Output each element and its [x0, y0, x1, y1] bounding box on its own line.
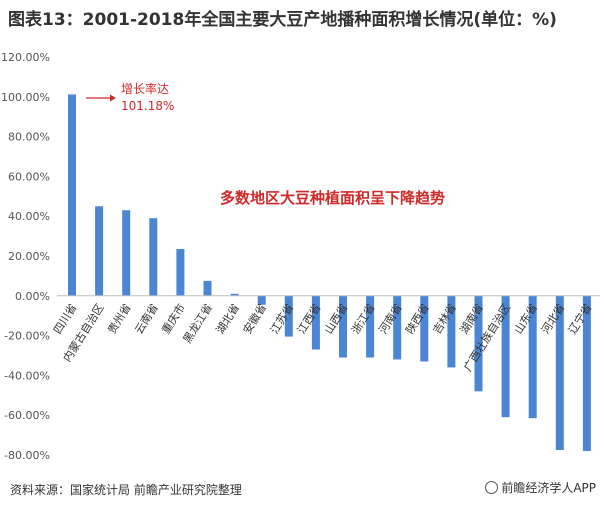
bar-6	[203, 280, 212, 296]
bar-4	[149, 218, 158, 296]
y-tick-label: 80.00%	[8, 131, 50, 144]
bar-11	[339, 295, 347, 358]
category-label: 云南省	[132, 302, 161, 337]
annotation-line1: 增长率达	[121, 81, 169, 96]
y-tick-label: 60.00%	[8, 170, 50, 183]
y-tick-label: -20.00%	[4, 330, 50, 343]
y-tick-label: -60.00%	[4, 409, 50, 422]
bar-17	[501, 295, 510, 418]
bar-1	[68, 94, 76, 296]
bar-15	[447, 295, 456, 368]
bar-18	[528, 295, 537, 419]
bar-13	[393, 295, 402, 360]
bar-7	[230, 293, 239, 296]
y-tick-label: -80.00%	[4, 449, 50, 462]
bar-series	[68, 94, 591, 452]
brand-logo-text: 前瞻经济学人APP	[501, 481, 596, 495]
category-label: 重庆市	[159, 301, 188, 336]
bar-19	[555, 295, 564, 451]
y-tick-label: -40.00%	[4, 369, 50, 382]
bar-9	[284, 295, 293, 337]
bar-16	[474, 295, 483, 392]
x-axis-labels: 四川省内蒙古自治区贵州省云南省重庆市黑龙江省湖北省安徽省江苏省江西省山西省浙江省…	[51, 301, 594, 374]
bar-10	[311, 295, 320, 350]
annotation-line2: 101.18%	[121, 99, 174, 113]
y-tick-label: 40.00%	[8, 210, 50, 223]
annotation-arrow-head	[110, 94, 116, 102]
y-tick-label: 120.00%	[1, 51, 50, 64]
bar-20	[582, 295, 591, 452]
bar-14	[420, 295, 429, 362]
bar-8	[257, 295, 266, 305]
chart-title: 图表13：2001-2018年全国主要大豆产地播种面积增长情况(单位：%)	[8, 10, 557, 30]
bar-2	[95, 206, 104, 296]
bar-5	[176, 249, 185, 296]
category-label: 湖北省	[214, 302, 243, 337]
bar-12	[366, 295, 375, 358]
brand-logo-icon	[485, 481, 499, 494]
y-tick-label: 100.00%	[1, 91, 50, 104]
brand-logo: 前瞻经济学人APP	[485, 479, 596, 496]
category-label: 四川省	[51, 302, 80, 337]
trend-note: 多数地区大豆种植面积呈下降趋势	[220, 189, 445, 207]
category-label: 安徽省	[240, 301, 269, 336]
bar-3	[122, 210, 131, 296]
growth-annotation: 增长率达 101.18%	[86, 81, 174, 113]
source-note: 资料来源：国家统计局 前瞻产业研究院整理	[10, 483, 242, 497]
y-tick-label: 20.00%	[8, 250, 50, 263]
category-label: 贵州省	[105, 302, 134, 337]
y-axis: -80.00% -60.00% -40.00% -20.00% 0.00% 20.00% 4…	[1, 51, 50, 462]
y-tick-label: 0.00%	[15, 290, 50, 303]
